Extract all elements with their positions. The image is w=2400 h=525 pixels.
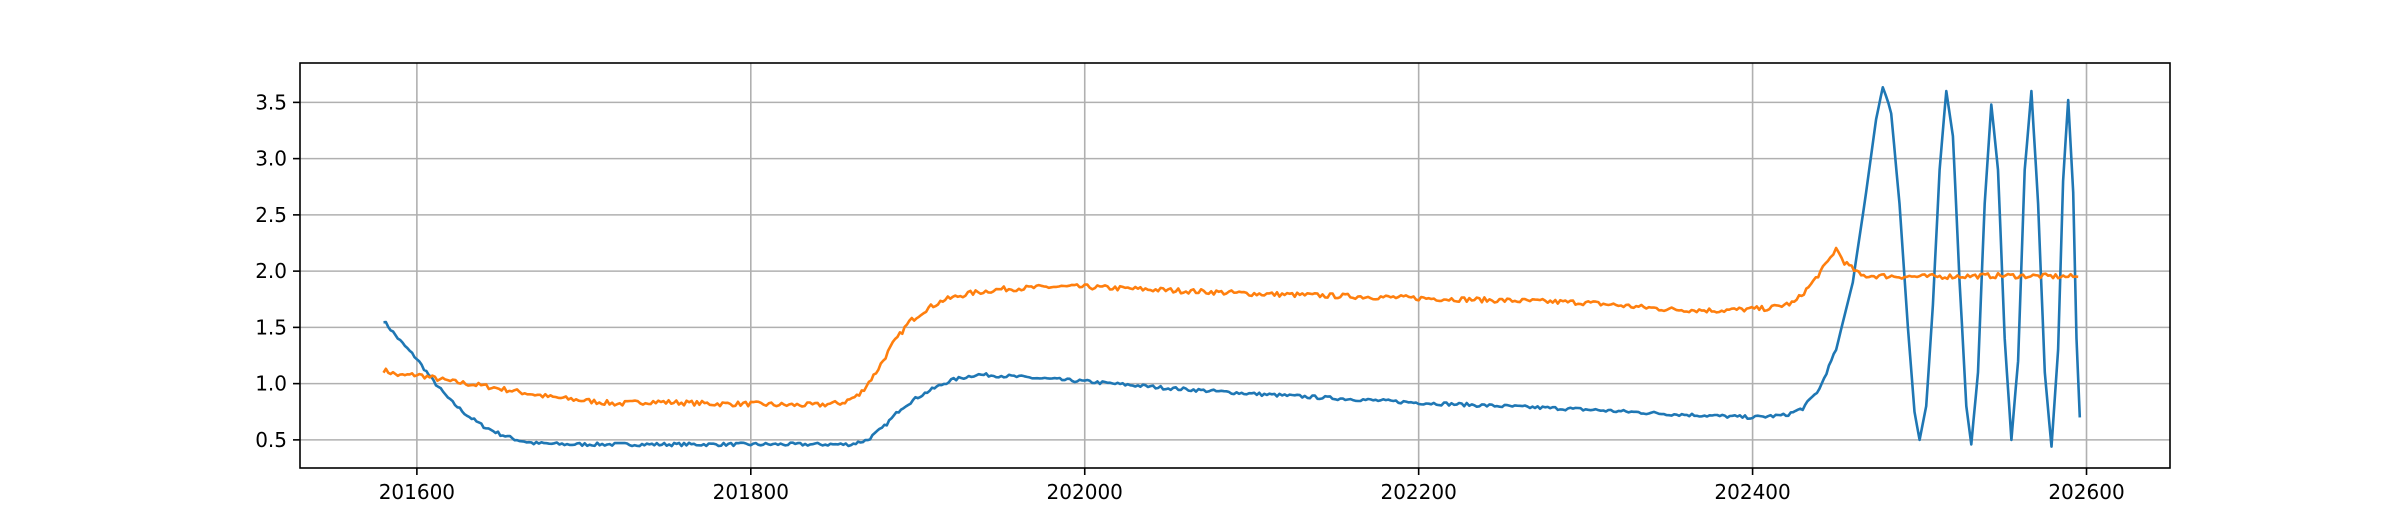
series-layer (382, 86, 2082, 448)
x-tick-label: 201600 (379, 480, 455, 504)
x-tick-label: 202200 (1380, 480, 1456, 504)
plot-frame (299, 62, 2171, 469)
x-tick-label: 201800 (713, 480, 789, 504)
y-tick-label: 0.5 (255, 428, 287, 452)
y-tick-label: 1.0 (255, 372, 287, 396)
y-axis: 0.5 1.0 1.5 2.0 2.5 3.0 3.5 (255, 90, 300, 452)
x-axis: 201600 201800 202000 202200 202400 202600 (379, 468, 2125, 504)
y-tick-label: 2.0 (255, 259, 287, 283)
y-tick-label: 3.5 (255, 90, 287, 114)
x-tick-label: 202000 (1047, 480, 1123, 504)
series-line-2 (382, 246, 2079, 408)
y-tick-label: 3.0 (255, 147, 287, 171)
x-tick-label: 202600 (2048, 480, 2124, 504)
y-tick-label: 1.5 (255, 315, 287, 339)
x-tick-label: 202400 (1714, 480, 1790, 504)
y-tick-label: 2.5 (255, 203, 287, 227)
series-line-1 (383, 86, 2082, 448)
